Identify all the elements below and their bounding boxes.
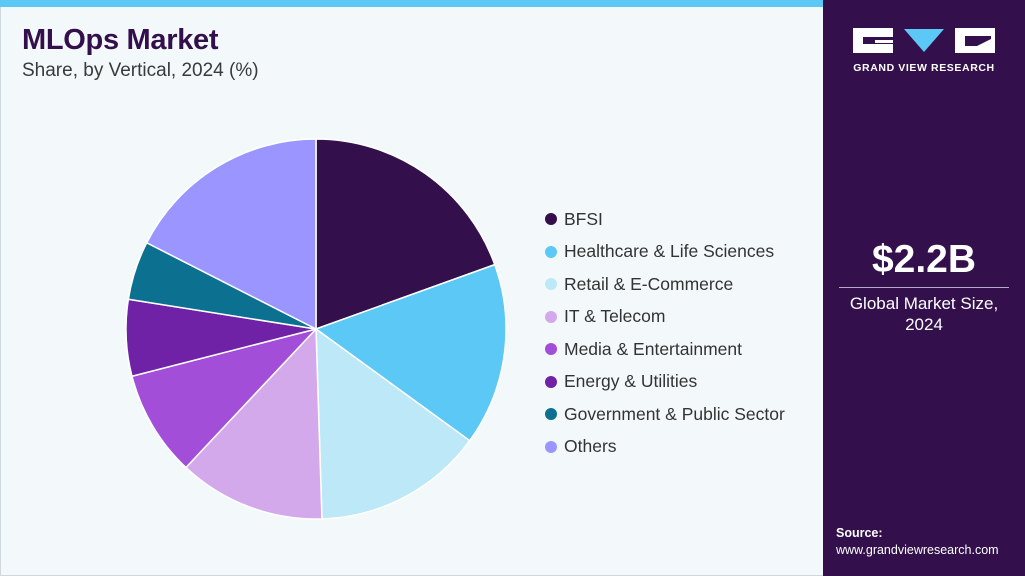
market-size-label-line2: 2024 [905, 315, 943, 334]
legend-label: IT & Telecom [564, 306, 666, 327]
logo-text: GRAND VIEW RESEARCH [853, 62, 995, 74]
source-link[interactable]: www.grandviewresearch.com [836, 543, 999, 557]
legend-item: Retail & E-Commerce [545, 268, 785, 301]
legend-item: Government & Public Sector [545, 398, 785, 431]
legend-label: Energy & Utilities [564, 371, 698, 392]
legend-marker [545, 310, 557, 323]
legend-marker [545, 278, 557, 291]
legend-item: IT & Telecom [545, 301, 785, 334]
gvr-logo-icon [853, 28, 995, 53]
legend-label: BFSI [564, 208, 603, 229]
legend-marker [545, 375, 557, 388]
legend-item: Healthcare & Life Sciences [545, 236, 785, 269]
pie-slice-healthcare-life-sciences[interactable] [315, 263, 507, 442]
legend-item: Energy & Utilities [545, 366, 785, 399]
brand-logo[interactable]: GRAND VIEW RESEARCH [853, 28, 995, 78]
legend-label: Government & Public Sector [564, 403, 785, 424]
chart-title: MLOps Market [22, 24, 219, 56]
legend-item: Others [545, 431, 785, 464]
market-size-label: Global Market Size, 2024 [823, 293, 1025, 335]
legend-marker [545, 408, 557, 421]
pie-slice-media-entertainment[interactable] [131, 328, 317, 469]
divider [839, 287, 1009, 288]
top-accent-bar [0, 0, 823, 7]
pie-chart [125, 138, 507, 520]
pie-slice-others[interactable] [145, 138, 317, 330]
legend-label: Healthcare & Life Sciences [564, 241, 775, 262]
legend-marker [545, 440, 557, 453]
pie-slice-bfsi[interactable] [315, 138, 496, 330]
chart-subtitle: Share, by Vertical, 2024 (%) [22, 60, 259, 81]
legend-marker [545, 245, 557, 258]
legend-item: Media & Entertainment [545, 333, 785, 366]
side-panel: GRAND VIEW RESEARCH $2.2B Global Market … [823, 0, 1025, 576]
legend-label: Others [564, 436, 617, 457]
legend-marker [545, 213, 557, 226]
legend-label: Media & Entertainment [564, 338, 743, 359]
chart-legend: BFSI Healthcare & Life Sciences Retail &… [545, 203, 785, 463]
legend-marker [545, 343, 557, 356]
legend-item: BFSI [545, 203, 785, 236]
pie-slice-it-telecom[interactable] [185, 328, 323, 520]
market-size-value: $2.2B [871, 238, 977, 281]
market-size-label-line1: Global Market Size, [849, 294, 999, 313]
legend-label: Retail & E-Commerce [564, 273, 734, 294]
source-label: Source: [836, 526, 883, 540]
pie-slice-retail-e-commerce[interactable] [315, 328, 471, 520]
